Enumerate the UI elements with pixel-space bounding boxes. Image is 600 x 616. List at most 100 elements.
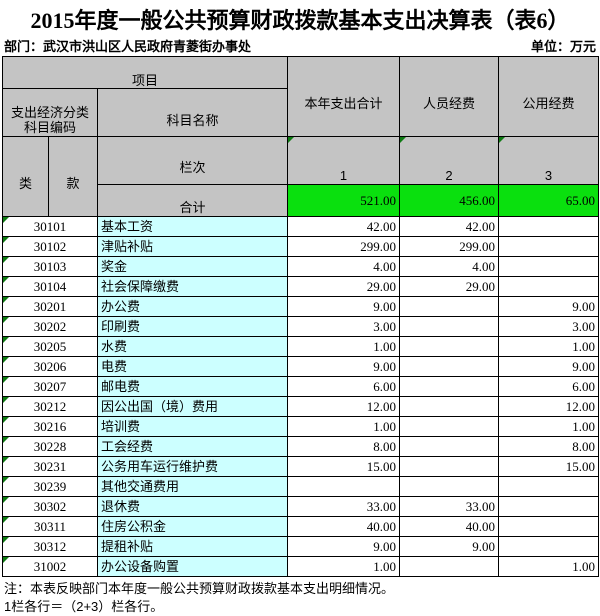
totals-label-cell[interactable]: 合计 — [96, 183, 289, 217]
row-total-cell[interactable]: 1.00 — [287, 555, 401, 577]
row-total-cell[interactable]: 299.00 — [287, 235, 401, 257]
row-code-cell[interactable]: 30104 — [2, 275, 98, 297]
header-section-cell[interactable]: 款 — [48, 135, 98, 217]
header-col-number-1-cell[interactable]: 1 — [287, 135, 401, 185]
row-code-cell[interactable]: 30239 — [2, 475, 98, 497]
row-subject-cell[interactable]: 提租补贴 — [96, 535, 289, 557]
row-code-cell[interactable]: 30231 — [2, 455, 98, 477]
row-personnel-cell[interactable] — [399, 555, 500, 577]
row-subject-cell[interactable]: 办公设备购置 — [96, 555, 289, 577]
row-subject-cell[interactable]: 社会保障缴费 — [96, 275, 289, 297]
row-subject-cell[interactable]: 住房公积金 — [96, 515, 289, 537]
row-total-cell[interactable]: 3.00 — [287, 315, 401, 337]
row-subject-cell[interactable]: 其他交通费用 — [96, 475, 289, 497]
header-col-public-cell[interactable]: 公用经费 — [498, 56, 600, 137]
row-code-cell[interactable]: 30101 — [2, 215, 98, 237]
row-subject-cell[interactable]: 因公出国（境）费用 — [96, 395, 289, 417]
header-class-cell[interactable]: 类 — [2, 135, 49, 217]
row-personnel-cell[interactable] — [399, 395, 500, 417]
row-public-cell[interactable] — [498, 535, 600, 557]
row-public-cell[interactable]: 8.00 — [498, 435, 600, 457]
row-public-cell[interactable] — [498, 255, 600, 277]
row-total-cell[interactable]: 9.00 — [287, 535, 401, 557]
row-subject-cell[interactable]: 公务用车运行维护费 — [96, 455, 289, 477]
row-total-cell[interactable]: 9.00 — [287, 355, 401, 377]
row-total-cell[interactable] — [287, 475, 401, 497]
row-code-cell[interactable]: 31002 — [2, 555, 98, 577]
row-code-cell[interactable]: 30228 — [2, 435, 98, 457]
row-code-cell[interactable]: 30103 — [2, 255, 98, 277]
row-personnel-cell[interactable] — [399, 295, 500, 317]
row-public-cell[interactable]: 1.00 — [498, 555, 600, 577]
row-public-cell[interactable] — [498, 495, 600, 517]
row-personnel-cell[interactable]: 33.00 — [399, 495, 500, 517]
row-personnel-cell[interactable]: 9.00 — [399, 535, 500, 557]
row-total-cell[interactable]: 6.00 — [287, 375, 401, 397]
row-personnel-cell[interactable]: 29.00 — [399, 275, 500, 297]
row-code-cell[interactable]: 30212 — [2, 395, 98, 417]
header-subject-name-cell[interactable]: 科目名称 — [96, 88, 289, 137]
header-project-cell[interactable]: 项目 — [1, 55, 289, 90]
row-subject-cell[interactable]: 培训费 — [96, 415, 289, 437]
row-subject-cell[interactable]: 电费 — [96, 355, 289, 377]
header-code-group-cell[interactable]: 支出经济分类 科目编码 — [2, 88, 98, 137]
row-total-cell[interactable]: 33.00 — [287, 495, 401, 517]
row-public-cell[interactable] — [498, 275, 600, 297]
header-col-number-3-cell[interactable]: 3 — [498, 135, 600, 185]
row-total-cell[interactable]: 29.00 — [287, 275, 401, 297]
row-code-cell[interactable]: 30206 — [2, 355, 98, 377]
row-code-cell[interactable]: 30207 — [2, 375, 98, 397]
totals-total-cell[interactable]: 521.00 — [287, 183, 401, 217]
row-personnel-cell[interactable] — [399, 455, 500, 477]
row-total-cell[interactable]: 8.00 — [287, 435, 401, 457]
row-personnel-cell[interactable] — [399, 415, 500, 437]
row-subject-cell[interactable]: 邮电费 — [96, 375, 289, 397]
row-personnel-cell[interactable] — [399, 315, 500, 337]
header-col-number-2-cell[interactable]: 2 — [399, 135, 500, 185]
row-public-cell[interactable]: 9.00 — [498, 355, 600, 377]
row-total-cell[interactable]: 12.00 — [287, 395, 401, 417]
row-public-cell[interactable] — [498, 475, 600, 497]
row-code-cell[interactable]: 30312 — [2, 535, 98, 557]
row-subject-cell[interactable]: 津贴补贴 — [96, 235, 289, 257]
totals-personnel-cell[interactable]: 456.00 — [399, 183, 500, 217]
row-personnel-cell[interactable] — [399, 335, 500, 357]
row-code-cell[interactable]: 30311 — [2, 515, 98, 537]
row-subject-cell[interactable]: 奖金 — [96, 255, 289, 277]
row-subject-cell[interactable]: 工会经费 — [96, 435, 289, 457]
row-personnel-cell[interactable]: 42.00 — [399, 215, 500, 237]
row-personnel-cell[interactable] — [399, 375, 500, 397]
row-public-cell[interactable]: 1.00 — [498, 415, 600, 437]
row-code-cell[interactable]: 30205 — [2, 335, 98, 357]
row-personnel-cell[interactable] — [399, 435, 500, 457]
row-total-cell[interactable]: 1.00 — [287, 335, 401, 357]
row-personnel-cell[interactable]: 40.00 — [399, 515, 500, 537]
row-total-cell[interactable]: 42.00 — [287, 215, 401, 237]
row-personnel-cell[interactable] — [399, 475, 500, 497]
row-total-cell[interactable]: 15.00 — [287, 455, 401, 477]
row-public-cell[interactable]: 3.00 — [498, 315, 600, 337]
row-subject-cell[interactable]: 印刷费 — [96, 315, 289, 337]
row-public-cell[interactable]: 12.00 — [498, 395, 600, 417]
header-col-total-cell[interactable]: 本年支出合计 — [287, 56, 401, 137]
row-subject-cell[interactable]: 退休费 — [96, 495, 289, 517]
row-public-cell[interactable]: 6.00 — [498, 375, 600, 397]
header-col-personnel-cell[interactable]: 人员经费 — [399, 56, 500, 137]
row-total-cell[interactable]: 9.00 — [287, 295, 401, 317]
row-personnel-cell[interactable]: 4.00 — [399, 255, 500, 277]
row-personnel-cell[interactable]: 299.00 — [399, 235, 500, 257]
row-subject-cell[interactable]: 办公费 — [96, 295, 289, 317]
row-personnel-cell[interactable] — [399, 355, 500, 377]
row-total-cell[interactable]: 4.00 — [287, 255, 401, 277]
row-public-cell[interactable] — [498, 235, 600, 257]
row-subject-cell[interactable]: 基本工资 — [96, 215, 289, 237]
row-public-cell[interactable]: 9.00 — [498, 295, 600, 317]
row-subject-cell[interactable]: 水费 — [96, 335, 289, 357]
row-public-cell[interactable] — [498, 515, 600, 537]
row-code-cell[interactable]: 30302 — [2, 495, 98, 517]
row-code-cell[interactable]: 30102 — [2, 235, 98, 257]
row-code-cell[interactable]: 30202 — [2, 315, 98, 337]
row-code-cell[interactable]: 30216 — [2, 415, 98, 437]
row-public-cell[interactable] — [498, 215, 600, 237]
totals-public-cell[interactable]: 65.00 — [498, 183, 600, 217]
